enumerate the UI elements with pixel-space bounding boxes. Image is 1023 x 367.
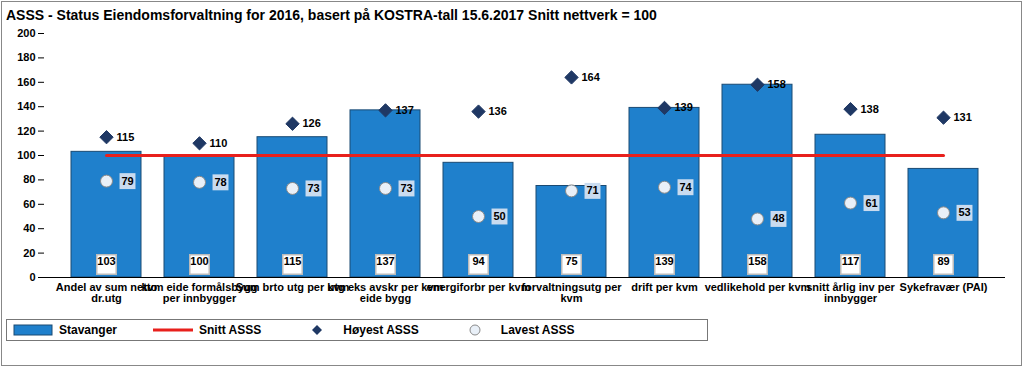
svg-text:131: 131 — [954, 111, 972, 123]
svg-text:137: 137 — [376, 255, 394, 267]
svg-text:100: 100 — [17, 149, 35, 161]
svg-text:103: 103 — [97, 255, 115, 267]
svg-text:71: 71 — [586, 184, 598, 196]
html-text:Snitt ASSS: Snitt ASSS — [199, 323, 262, 337]
svg-text:140: 140 — [17, 100, 35, 112]
html-text:Andel av sum netto: Andel av sum netto — [55, 281, 158, 294]
svg-text:139: 139 — [675, 101, 693, 113]
svg-text:energiforbr per kvm: energiforbr per kvm — [427, 281, 531, 293]
svg-text:40: 40 — [23, 222, 35, 234]
svg-text:Sum brto utg per kvm: Sum brto utg per kvm — [235, 281, 350, 294]
svg-text:100: 100 — [190, 255, 208, 267]
svg-text:115: 115 — [284, 255, 302, 267]
svg-text:Sykefravær (PAI): Sykefravær (PAI) — [900, 281, 988, 293]
svg-text:73: 73 — [400, 182, 412, 194]
svg-text:120: 120 — [17, 125, 35, 137]
html-text:Høyest ASSS: Høyest ASSS — [343, 323, 419, 337]
svg-text:79: 79 — [121, 175, 133, 187]
svg-text:73: 73 — [307, 182, 319, 194]
svg-text:75: 75 — [565, 255, 577, 267]
svg-text:126: 126 — [303, 117, 321, 129]
html-text:ASSS - Status Eiendomsforvaltn: ASSS - Status Eiendomsforvaltning for 20… — [6, 7, 657, 23]
svg-text:136: 136 — [489, 105, 507, 117]
svg-text:158: 158 — [748, 255, 766, 267]
html-text:Lavest ASSS: Lavest ASSS — [500, 323, 575, 337]
svg-text:180: 180 — [17, 51, 35, 63]
svg-text:89: 89 — [937, 255, 949, 267]
svg-text:137: 137 — [396, 104, 414, 116]
svg-text:drift per kvm: drift per kvm — [631, 281, 698, 293]
svg-text:115: 115 — [117, 131, 135, 143]
svg-text:138: 138 — [861, 103, 879, 115]
svg-text:158: 158 — [768, 78, 786, 90]
svg-text:20: 20 — [23, 247, 35, 259]
svg-text:60: 60 — [23, 198, 35, 210]
html-text:Stavanger: Stavanger — [59, 323, 117, 337]
svg-text:117: 117 — [842, 255, 860, 267]
svg-text:78: 78 — [214, 176, 226, 188]
html-text:kvm eide formålsbygg: kvm eide formålsbygg — [141, 281, 258, 294]
svg-text:74: 74 — [679, 181, 692, 193]
svg-text:164: 164 — [582, 71, 601, 83]
html-text:per innbygger: per innbygger — [162, 292, 237, 305]
svg-text:61: 61 — [865, 197, 877, 209]
svg-text:53: 53 — [958, 206, 970, 218]
svg-text:94: 94 — [472, 255, 485, 267]
svg-text:vedlikehold per kvm: vedlikehold per kvm — [705, 281, 811, 293]
svg-text:50: 50 — [493, 210, 505, 222]
svg-text:200: 200 — [17, 27, 35, 39]
svg-text:forvaltningsutg perkvm: forvaltningsutg perkvm — [521, 281, 622, 304]
html-text:utg eks avskr per kvm: utg eks avskr per kvm — [327, 281, 444, 294]
svg-text:110: 110 — [210, 137, 228, 149]
html-text:eide bygg: eide bygg — [359, 292, 412, 305]
svg-text:48: 48 — [772, 212, 784, 224]
svg-text:160: 160 — [17, 76, 35, 88]
svg-text:139: 139 — [655, 255, 673, 267]
svg-text:snitt årlig inv perinnbygger: snitt årlig inv perinnbygger — [806, 281, 895, 304]
svg-text:0: 0 — [29, 271, 35, 283]
html-text:dr.utg: dr.utg — [91, 292, 122, 305]
svg-text:80: 80 — [23, 173, 35, 185]
